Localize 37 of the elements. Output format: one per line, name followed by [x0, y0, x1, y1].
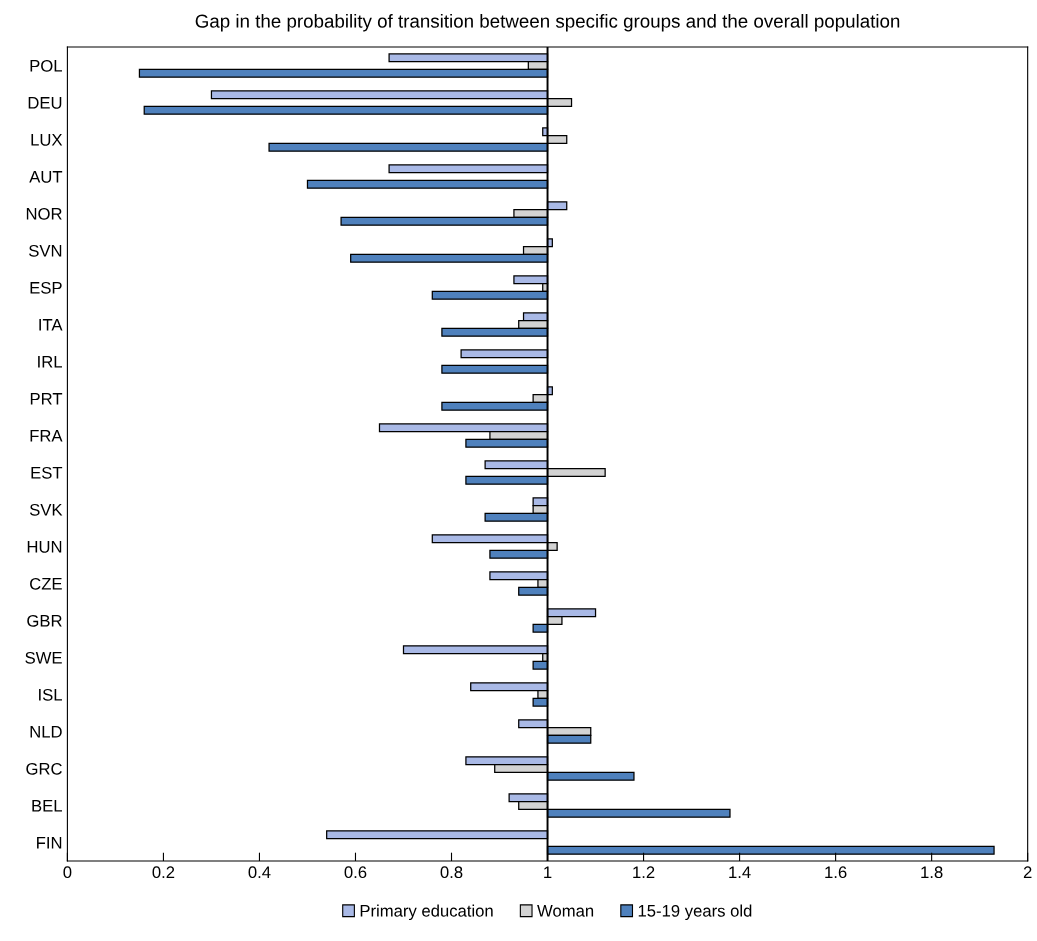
x-tick-label: 0.6	[344, 866, 367, 879]
y-tick-label: FIN	[37, 837, 62, 849]
y-tick-label: NOR	[26, 207, 62, 220]
x-tick-label: 1.4	[729, 866, 751, 878]
legend-label: 15-19 years old	[638, 904, 752, 921]
x-tick-label: 1	[544, 866, 552, 878]
y-tick-label: POL	[30, 59, 62, 72]
y-tick-label: PRT	[30, 393, 63, 405]
y-tick-label: AUT	[29, 171, 63, 183]
x-tick-label: 1.6	[825, 866, 847, 879]
chart-title: Gap in the probability of transition between specific groups and the overall population	[195, 14, 900, 32]
y-tick-label: IRL	[38, 356, 62, 368]
y-tick-label: CZE	[30, 577, 62, 590]
x-tick-label: 1.2	[633, 866, 655, 878]
y-tick-label: DEU	[28, 97, 62, 109]
y-tick-label: LUX	[31, 134, 63, 146]
legend-label: Primary education	[360, 904, 493, 921]
y-tick-label: HUN	[27, 541, 62, 553]
y-tick-label: GRC	[26, 762, 62, 775]
y-tick-label: SVN	[29, 244, 62, 257]
y-tick-label: SWE	[25, 651, 62, 664]
x-tick-label: 0	[63, 866, 72, 879]
y-tick-label: ISL	[39, 688, 62, 701]
x-tick-label: 0.2	[152, 866, 175, 879]
x-tick-label: 0.8	[440, 866, 463, 879]
x-tick-label: 1.8	[921, 866, 943, 879]
y-tick-label: ITA	[39, 319, 63, 331]
y-tick-label: NLD	[30, 726, 62, 738]
legend-label: Woman	[537, 905, 594, 917]
y-tick-label: SVK	[29, 503, 63, 516]
y-tick-label: ESP	[30, 281, 62, 294]
y-tick-label: FRA	[30, 430, 63, 442]
y-tick-label: EST	[31, 466, 63, 479]
x-tick-label: 2	[1023, 866, 1032, 878]
y-tick-label: GBR	[27, 614, 62, 627]
y-tick-label: BEL	[32, 800, 62, 812]
x-tick-label: 0.4	[248, 866, 271, 879]
